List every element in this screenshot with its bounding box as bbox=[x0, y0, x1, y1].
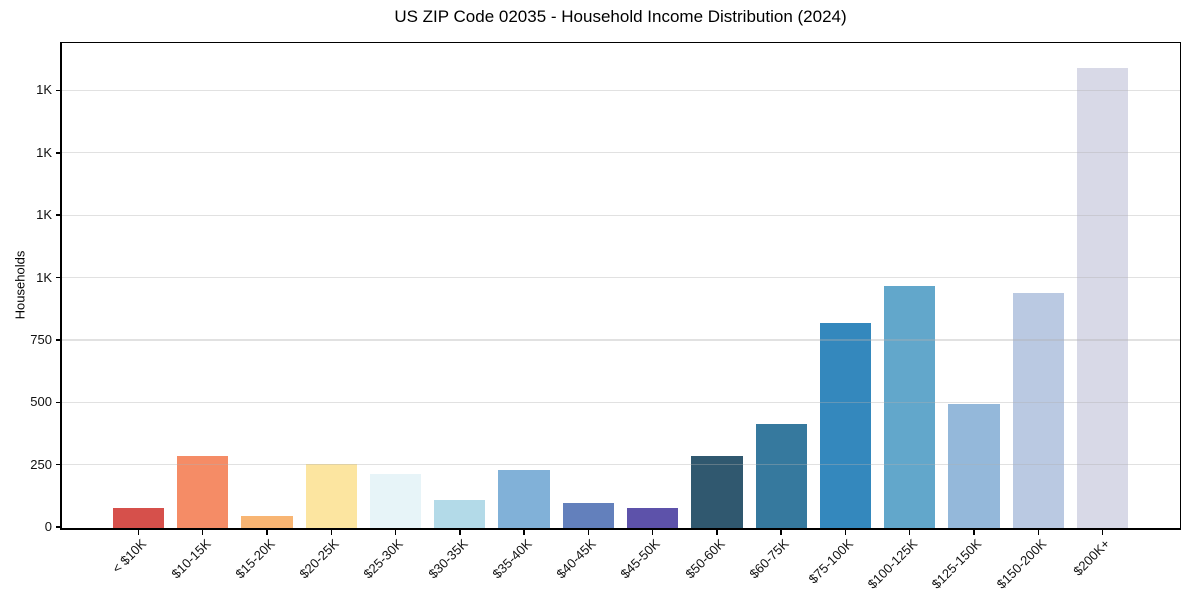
y-tick-mark bbox=[56, 401, 62, 404]
y-tick-mark bbox=[56, 152, 62, 154]
bar bbox=[819, 322, 872, 528]
bar bbox=[241, 516, 293, 528]
gridline bbox=[62, 89, 1180, 92]
x-tick-label: $20-25K bbox=[296, 536, 342, 582]
x-tick-mark bbox=[266, 529, 268, 535]
bar bbox=[884, 285, 936, 528]
y-tick-label: 250 bbox=[30, 456, 52, 472]
bar bbox=[434, 500, 486, 528]
x-tick-label: $45-50K bbox=[617, 536, 664, 582]
y-tick-label: 1K bbox=[36, 207, 52, 223]
x-tick-label: $50-60K bbox=[682, 536, 728, 582]
x-tick-label: $60-75K bbox=[746, 536, 792, 582]
bar bbox=[498, 470, 550, 528]
bar bbox=[1076, 68, 1129, 528]
x-tick-label: $15-20K bbox=[232, 536, 278, 582]
bar bbox=[112, 507, 165, 528]
bar bbox=[691, 456, 743, 528]
y-tick-mark bbox=[56, 463, 62, 466]
x-tick-mark bbox=[459, 529, 461, 535]
bar bbox=[755, 424, 807, 528]
chart-title: US ZIP Code 02035 - Household Income Dis… bbox=[394, 7, 847, 26]
x-tick-mark bbox=[1037, 529, 1040, 535]
x-tick-mark bbox=[394, 529, 397, 535]
x-tick-label: $200K+ bbox=[1070, 536, 1114, 579]
x-tick-label: $30-35K bbox=[425, 536, 471, 582]
x-tick-mark bbox=[523, 529, 525, 535]
bar bbox=[1012, 293, 1064, 528]
y-tick-label: 750 bbox=[30, 331, 52, 347]
x-tick-mark bbox=[844, 529, 847, 535]
y-tick-mark bbox=[56, 339, 62, 341]
bar bbox=[626, 507, 679, 528]
gridline bbox=[62, 152, 1180, 154]
x-tick-mark bbox=[137, 529, 140, 535]
y-tick-mark bbox=[56, 214, 62, 216]
y-tick-label: 0 bbox=[44, 519, 52, 534]
gridline bbox=[62, 214, 1180, 216]
bar bbox=[305, 464, 357, 528]
x-tick-label: $35-40K bbox=[489, 536, 535, 582]
x-tick-mark bbox=[780, 529, 782, 535]
y-tick-label: 1K bbox=[36, 144, 52, 160]
x-tick-label: $100-125K bbox=[864, 536, 921, 590]
bar bbox=[177, 456, 229, 528]
gridline bbox=[62, 277, 1180, 279]
x-tick-label: < $10K bbox=[109, 536, 150, 577]
x-tick-mark bbox=[330, 529, 333, 535]
x-tick-label: $10-15K bbox=[167, 536, 214, 582]
y-tick-mark bbox=[56, 276, 62, 279]
x-tick-mark bbox=[587, 529, 590, 535]
y-tick-mark bbox=[56, 526, 62, 528]
x-tick-mark bbox=[1101, 529, 1104, 535]
x-tick-mark bbox=[908, 529, 911, 535]
bar bbox=[562, 503, 615, 528]
x-tick-label: $75-100K bbox=[805, 536, 856, 587]
bar bbox=[369, 473, 422, 528]
bar bbox=[948, 404, 1000, 528]
y-tick-label: 500 bbox=[30, 394, 52, 410]
x-tick-label: $25-30K bbox=[360, 536, 407, 582]
y-tick-label: 1K bbox=[36, 82, 52, 98]
y-tick-mark bbox=[56, 89, 62, 92]
x-tick-mark bbox=[716, 529, 718, 535]
x-tick-label: $40-45K bbox=[553, 536, 599, 582]
x-tick-mark bbox=[651, 529, 654, 535]
x-tick-mark bbox=[973, 529, 975, 535]
x-tick-label: $125-150K bbox=[929, 536, 985, 590]
x-tick-label: $150-200K bbox=[993, 536, 1049, 590]
plot-area bbox=[60, 41, 1181, 530]
y-tick-label: 1K bbox=[36, 269, 52, 285]
x-tick-mark bbox=[201, 529, 204, 535]
